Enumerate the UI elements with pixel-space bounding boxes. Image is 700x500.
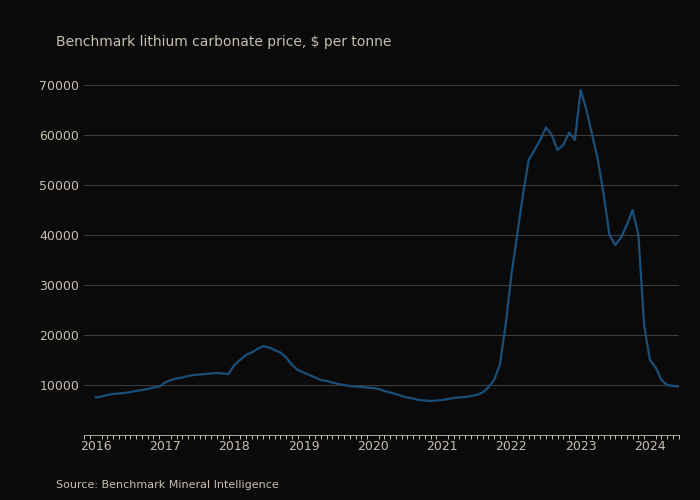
Text: Benchmark lithium carbonate price, $ per tonne: Benchmark lithium carbonate price, $ per… — [56, 35, 391, 49]
Text: Source: Benchmark Mineral Intelligence: Source: Benchmark Mineral Intelligence — [56, 480, 279, 490]
